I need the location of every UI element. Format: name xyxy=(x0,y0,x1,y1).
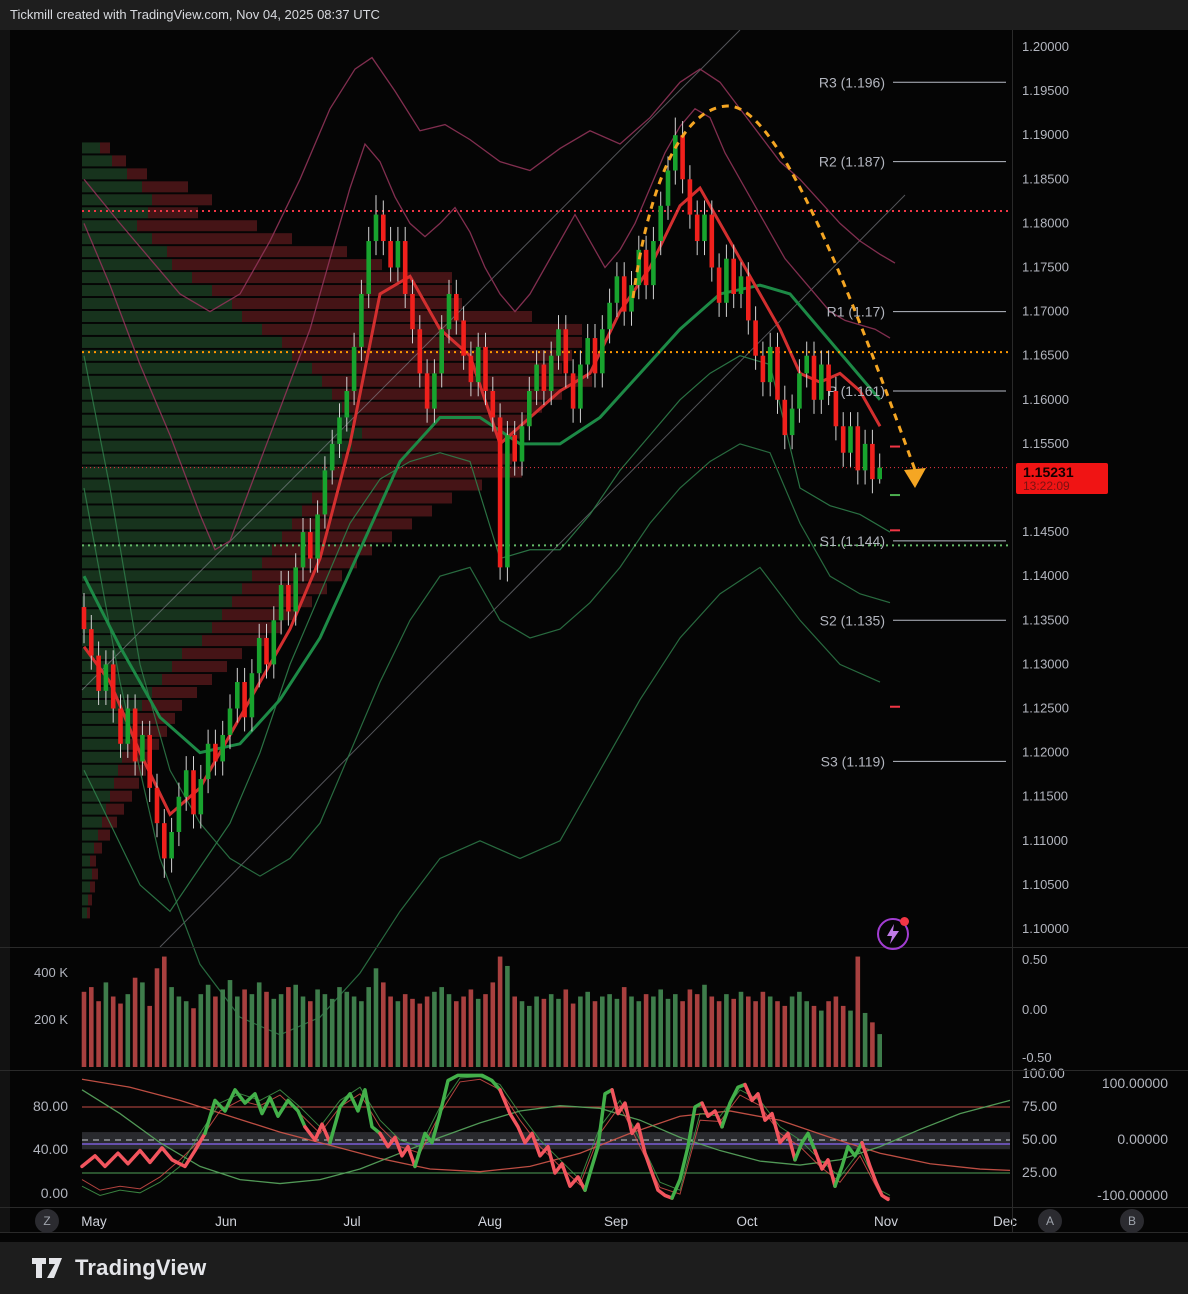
horizontal-level-lines xyxy=(82,210,1010,547)
time-axis-labels: May Jun Jul Aug Sep Oct Nov Dec xyxy=(81,1214,1017,1229)
svg-text:R1 (1.17): R1 (1.17) xyxy=(827,304,885,320)
svg-text:0.00: 0.00 xyxy=(1022,1002,1047,1017)
svg-text:400 K: 400 K xyxy=(34,965,68,980)
svg-text:50.00: 50.00 xyxy=(1022,1131,1057,1147)
svg-text:Jun: Jun xyxy=(215,1214,237,1229)
svg-text:S3 (1.119): S3 (1.119) xyxy=(821,753,885,769)
svg-text:1.17000: 1.17000 xyxy=(1022,304,1069,319)
svg-text:-0.50: -0.50 xyxy=(1022,1050,1052,1065)
svg-text:1.18000: 1.18000 xyxy=(1022,215,1069,230)
tradingview-logo-text[interactable]: TradingView xyxy=(75,1255,207,1280)
svg-text:Sep: Sep xyxy=(604,1214,628,1229)
trend-channel-lines xyxy=(81,30,906,948)
pivot-levels: R3 (1.196) R2 (1.187) R1 (1.17) P (1.161) S1… xyxy=(819,74,1006,769)
svg-text:25.00: 25.00 xyxy=(1022,1164,1057,1180)
title-text: Tickmill created with TradingView.com, N… xyxy=(10,7,380,22)
svg-text:200 K: 200 K xyxy=(34,1012,68,1027)
svg-text:1.14000: 1.14000 xyxy=(1022,568,1069,583)
svg-text:100.00000: 100.00000 xyxy=(1102,1075,1168,1091)
svg-text:1.13500: 1.13500 xyxy=(1022,612,1069,627)
volume-pane: 400 K 200 K 0.50 0.00 -0.50 xyxy=(34,952,1052,1067)
svg-text:R2 (1.187): R2 (1.187) xyxy=(819,154,885,170)
chart-canvas[interactable]: R3 (1.196) R2 (1.187) R1 (1.17) P (1.161) S1… xyxy=(0,30,1188,1242)
pane-separators xyxy=(0,30,1188,1233)
svg-text:1.11500: 1.11500 xyxy=(1022,789,1068,804)
svg-text:1.20000: 1.20000 xyxy=(1022,39,1069,54)
svg-text:Nov: Nov xyxy=(874,1214,898,1229)
logo-bar: TradingView xyxy=(0,1242,1188,1294)
svg-text:1.19000: 1.19000 xyxy=(1022,127,1069,142)
projection-arc xyxy=(631,104,926,488)
last-price-badge: 1.15231 13:22:09 xyxy=(1016,463,1108,494)
svg-text:40.00: 40.00 xyxy=(33,1141,68,1157)
svg-text:Dec: Dec xyxy=(993,1214,1017,1229)
chart-stage: R3 (1.196) R2 (1.187) R1 (1.17) P (1.161) S1… xyxy=(0,30,1188,1242)
tradingview-logo-icon xyxy=(32,1258,62,1278)
svg-text:1.17500: 1.17500 xyxy=(1022,260,1069,275)
svg-text:1.19500: 1.19500 xyxy=(1022,83,1069,98)
svg-text:1.11000: 1.11000 xyxy=(1022,833,1068,848)
svg-text:1.13000: 1.13000 xyxy=(1022,656,1069,671)
scale-z-button[interactable]: Z xyxy=(35,1209,59,1233)
svg-text:1.16000: 1.16000 xyxy=(1022,392,1069,407)
flash-icon-button[interactable] xyxy=(877,917,909,950)
svg-text:0.00: 0.00 xyxy=(41,1185,68,1201)
svg-text:80.00: 80.00 xyxy=(33,1098,68,1114)
svg-text:1.12500: 1.12500 xyxy=(1022,701,1069,716)
svg-text:P (1.161): P (1.161) xyxy=(828,383,885,399)
svg-text:1.10500: 1.10500 xyxy=(1022,877,1069,892)
svg-text:1.16500: 1.16500 xyxy=(1022,348,1069,363)
title-bar: Tickmill created with TradingView.com, N… xyxy=(0,0,1188,30)
svg-text:Oct: Oct xyxy=(736,1214,757,1229)
svg-text:May: May xyxy=(81,1214,107,1229)
scale-b-button[interactable]: B xyxy=(1120,1209,1144,1233)
svg-text:0.00000: 0.00000 xyxy=(1117,1131,1168,1147)
svg-text:S1 (1.144): S1 (1.144) xyxy=(820,533,885,549)
indicator-level-marks xyxy=(890,445,900,708)
lightning-bolt-icon xyxy=(887,924,899,944)
svg-text:Jul: Jul xyxy=(343,1214,360,1229)
svg-text:1.18500: 1.18500 xyxy=(1022,171,1069,186)
bar-countdown: 13:22:09 xyxy=(1023,478,1070,493)
svg-text:R3 (1.196): R3 (1.196) xyxy=(819,74,885,90)
svg-text:100.00: 100.00 xyxy=(1022,1065,1065,1081)
svg-text:Aug: Aug xyxy=(478,1214,502,1229)
svg-text:1.10000: 1.10000 xyxy=(1022,921,1069,936)
svg-text:75.00: 75.00 xyxy=(1022,1098,1057,1114)
oscillator-pane: 80.00 40.00 0.00 100.00 75.00 50.00 25.00 100.0… xyxy=(33,1065,1168,1203)
notification-dot xyxy=(900,917,909,926)
svg-text:S2 (1.135): S2 (1.135) xyxy=(820,612,885,628)
candlestick-series xyxy=(81,117,882,878)
last-price-value: 1.15231 xyxy=(1023,463,1074,480)
svg-text:1.15500: 1.15500 xyxy=(1022,436,1069,451)
svg-text:0.50: 0.50 xyxy=(1022,952,1047,967)
scale-a-button[interactable]: A xyxy=(1038,1209,1062,1233)
svg-text:1.14500: 1.14500 xyxy=(1022,524,1069,539)
svg-text:-100.00000: -100.00000 xyxy=(1097,1187,1168,1203)
svg-text:1.12000: 1.12000 xyxy=(1022,745,1069,760)
